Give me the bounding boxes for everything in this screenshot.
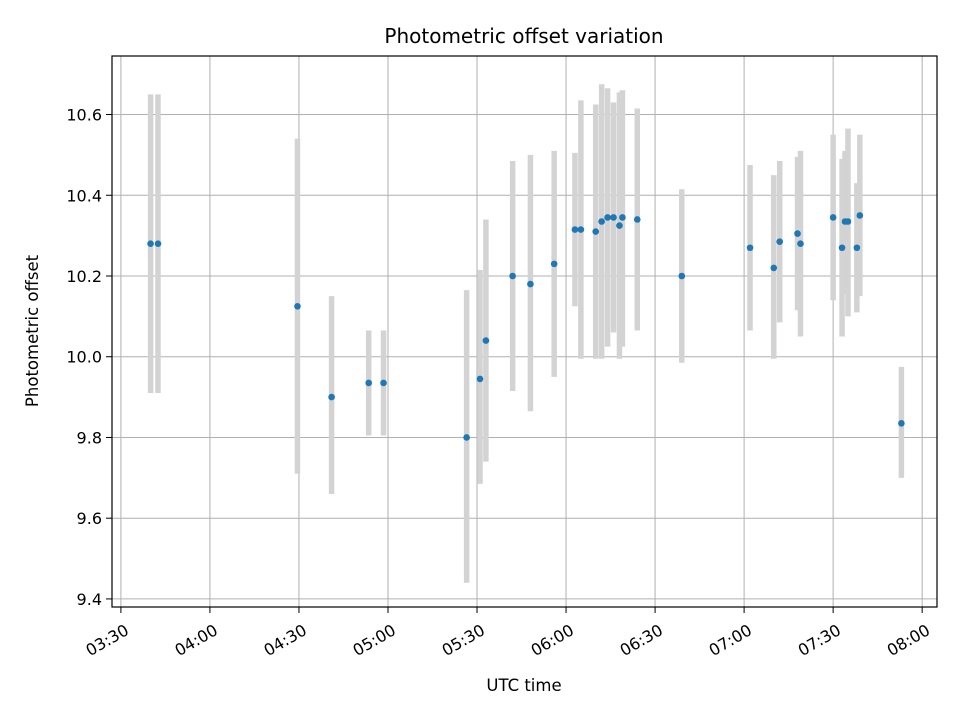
y-tick-label: 9.6 bbox=[77, 509, 102, 528]
data-point bbox=[856, 212, 864, 219]
data-point bbox=[678, 272, 686, 280]
data-point bbox=[294, 302, 301, 310]
data-point bbox=[482, 337, 490, 344]
data-point bbox=[328, 393, 335, 401]
data-point bbox=[633, 216, 641, 223]
data-point bbox=[604, 214, 611, 221]
data-point bbox=[550, 260, 558, 268]
data-point bbox=[616, 222, 623, 229]
data-point bbox=[853, 244, 861, 252]
data-point bbox=[797, 240, 804, 248]
data-point bbox=[610, 214, 617, 221]
data-point bbox=[776, 238, 784, 245]
y-tick-label: 9.8 bbox=[77, 428, 102, 447]
plot-area-frame bbox=[111, 55, 938, 608]
x-axis-label: UTC time bbox=[486, 676, 561, 695]
data-point bbox=[770, 264, 778, 272]
data-point bbox=[794, 230, 801, 237]
y-tick-label: 10.6 bbox=[66, 106, 102, 125]
data-point bbox=[463, 434, 470, 441]
data-point bbox=[380, 379, 387, 387]
data-point bbox=[746, 244, 754, 252]
data-point bbox=[476, 375, 484, 383]
chart-title: Photometric offset variation bbox=[384, 24, 663, 48]
data-point bbox=[509, 272, 516, 280]
data-point bbox=[147, 240, 154, 248]
data-point bbox=[577, 226, 585, 233]
y-tick-label: 9.4 bbox=[77, 590, 102, 609]
y-tick-label: 10.2 bbox=[66, 267, 102, 286]
data-point bbox=[571, 226, 579, 233]
data-points bbox=[147, 212, 905, 441]
data-point bbox=[838, 244, 846, 252]
data-point bbox=[619, 214, 626, 221]
data-point bbox=[598, 218, 605, 225]
data-point bbox=[365, 379, 372, 387]
y-tick-label: 10.0 bbox=[66, 348, 102, 367]
data-point bbox=[527, 280, 534, 288]
data-point bbox=[844, 218, 852, 225]
data-point bbox=[592, 228, 600, 235]
data-point bbox=[898, 420, 905, 427]
y-tick-label: 10.4 bbox=[66, 186, 102, 205]
y-axis-label: Photometric offset bbox=[23, 254, 42, 407]
y-axis: 9.4 9.6 9.8 10.0 10.2 10.4 10.6 bbox=[66, 106, 112, 609]
data-point bbox=[154, 240, 162, 248]
data-point bbox=[829, 214, 837, 221]
